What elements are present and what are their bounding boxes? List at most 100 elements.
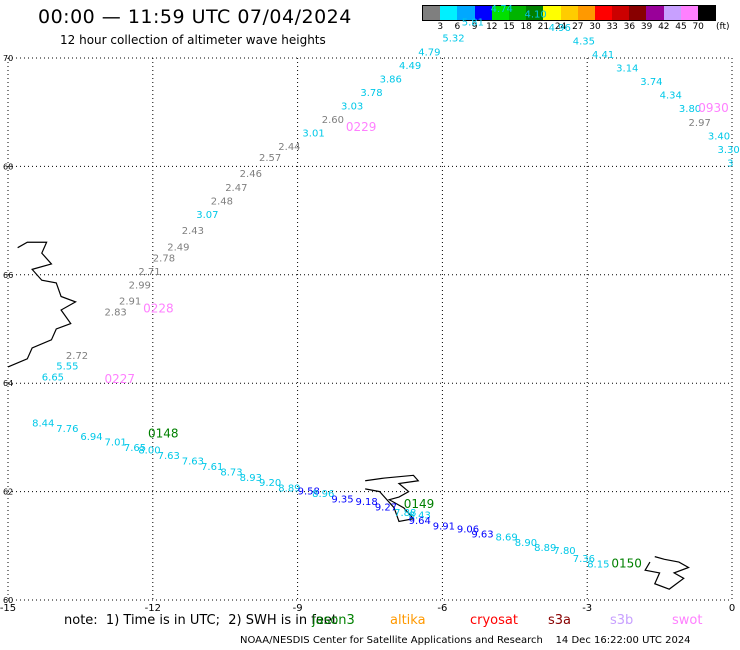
coastline-shetland [644,556,690,590]
color-tick-label: 18 [520,22,532,32]
lat-tick-label: 70 [3,54,13,63]
lon-tick-label: -9 [293,603,303,614]
wave-height-value: 8.73 [220,467,242,478]
color-swatch-16 [698,6,716,20]
wave-height-value: 7.80 [553,546,575,557]
pass-time-label: 0930 [698,101,729,115]
wave-height-value: 8.00 [138,446,160,457]
color-swatch-9 [577,6,595,20]
pass-time-label: 0148 [148,426,179,440]
wave-height-value: 2.72 [66,351,88,362]
wave-height-value: 5.32 [442,34,464,45]
wave-height-value: 2.83 [105,307,127,318]
wave-height-value: 2.49 [167,242,189,253]
wave-height-value: 8.93 [240,473,262,484]
color-swatch-13 [646,6,664,20]
color-swatch-6 [526,6,544,20]
wave-height-value: 2.97 [689,118,711,129]
lat-tick-label: 60 [3,596,13,605]
map-subtitle: 12 hour collection of altimeter wave hei… [60,33,326,47]
color-swatch-5 [508,6,527,20]
pass-time-label: 0228 [143,302,174,316]
wave-height-value: 3.07 [196,210,218,221]
color-swatch-11 [612,6,630,20]
wave-height-value: 7.88 [394,508,416,519]
pass-time-label: 0229 [346,120,377,134]
wave-height-value: 3.03 [341,101,363,112]
color-swatch-2 [457,6,475,20]
wave-height-value: 9.20 [259,478,281,489]
wave-height-value: 4.34 [660,91,682,102]
wave-height-value: 4.79 [418,47,440,58]
color-tick-label: 27 [572,22,584,32]
map-footer: NOAA/NESDIS Center for Satellite Applica… [240,635,691,646]
wave-height-value: 2.57 [259,153,281,164]
legend-item-altika: altika [390,613,426,628]
wave-height-value: 9.06 [457,524,479,535]
wave-height-value: 2.91 [119,297,141,308]
wave-height-value: 8.96 [312,489,334,500]
wave-height-value: 7.01 [105,438,127,449]
color-swatch-14 [663,6,681,20]
legend-item-jason3: jason3 [312,613,355,628]
lat-tick-label: 68 [3,162,13,171]
color-tick-label: 6 [454,22,461,32]
pass-time-label: 0149 [404,497,435,511]
wave-height-value: 4.10 [524,9,546,20]
wave-height-value: 8.89 [534,543,556,554]
wave-height-value: 2.78 [153,253,175,264]
color-tick-label: 42 [658,22,670,32]
wave-height-value: 2.99 [129,280,151,291]
color-tick-label: 15 [503,22,515,32]
wave-height-value: 9.27 [375,503,397,514]
color-tick-label: 45 [675,22,687,32]
wave-height-value: 2.71 [138,267,160,278]
color-tick-label: 70 [692,22,704,32]
lon-tick-label: -15 [0,603,16,614]
wave-height-value: 2.46 [240,169,262,180]
coastline-iceland [7,241,77,368]
lon-tick-label: -6 [437,603,447,614]
wave-height-value: 4.96 [549,23,571,34]
wave-height-value: 3.74 [640,77,662,88]
wave-height-value: 7.61 [201,462,223,473]
wave-height-value: 9.58 [298,486,320,497]
wave-height-value: 6.94 [80,432,102,443]
color-swatch-7 [543,6,561,20]
color-swatch-10 [594,6,613,20]
color-scale-bar [422,5,717,21]
wave-height-value: 2.44 [278,142,300,153]
map-note: note: 1) Time is in UTC; 2) SWH is in fe… [64,613,337,628]
lat-tick-label: 64 [3,379,13,388]
wave-height-value: 8.69 [495,532,517,543]
wave-height-value: 5.81 [462,17,484,28]
wave-height-value: 8.43 [409,511,431,522]
altimeter-tracks: 6.655.552.72 2.832.91 2.99 2.71 2.782.49 2.43… [32,4,740,571]
color-swatch-15 [680,6,698,20]
wave-height-value: 3.78 [360,88,382,99]
wave-height-value: 7.63 [158,451,180,462]
lon-tick-label: -3 [582,603,592,614]
wave-height-value: 3 [727,158,733,169]
legend-item-s3b: s3b [610,613,634,628]
coastline-faroes [365,474,420,523]
wave-height-value: 2.43 [182,226,204,237]
wave-height-value: 8.15 [587,559,609,570]
wave-height-value: 7.63 [182,457,204,468]
map-grid [7,57,733,601]
color-tick-label: 9 [471,22,478,32]
wave-height-value: 3.86 [380,74,402,85]
wave-height-value: 7.76 [56,424,78,435]
color-scale-ticks: 3 6 9 12 15 18 21 24 27 30 33 36 39 42 45 70 [422,22,740,34]
legend-item-s3a: s3a [548,613,572,628]
pass-time-label: 0227 [105,372,136,386]
color-tick-label: 3 [437,22,444,32]
wave-height-value: 2.47 [225,183,247,194]
color-swatch-12 [629,6,647,20]
wave-height-value: 4.74 [491,4,513,15]
color-swatch-8 [560,6,578,20]
lat-tick-label: 62 [3,488,13,497]
map-axes: -15 -12 -9 -6 -3 0 70 68 66 64 62 60 [0,54,735,614]
wave-height-value: 2.60 [322,115,344,126]
